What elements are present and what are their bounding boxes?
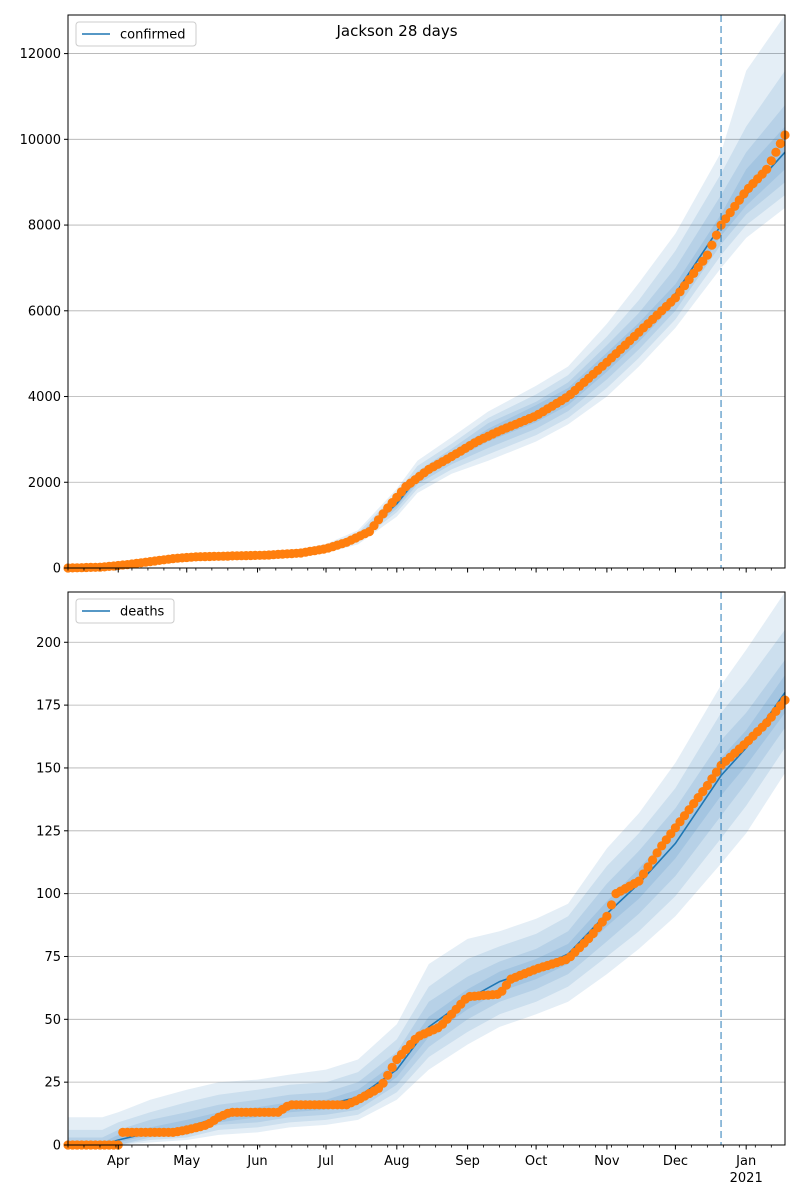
x-tick-label: Apr — [107, 1154, 130, 1169]
x-tick-label: Sep — [455, 1154, 480, 1169]
y-tick-label: 0 — [53, 562, 61, 577]
x-tick-label: Jul — [317, 1154, 334, 1169]
chart-title: Jackson 28 days — [335, 22, 457, 40]
data-point — [602, 911, 612, 921]
y-tick-label: 50 — [44, 1013, 61, 1028]
y-tick-label: 25 — [44, 1076, 61, 1091]
x-tick-label: Dec — [663, 1154, 688, 1169]
y-tick-label: 200 — [36, 636, 61, 651]
data-point — [638, 869, 649, 879]
legend-label: deaths — [120, 605, 165, 620]
data-point — [711, 230, 722, 240]
data-point — [387, 1062, 397, 1072]
y-tick-label: 100 — [36, 887, 61, 902]
plot-frame — [67, 14, 786, 569]
legend-box — [75, 21, 197, 47]
uncertainty-band — [68, 659, 785, 1145]
x-tick-label: Oct — [525, 1154, 547, 1169]
y-tick-label: 10000 — [20, 133, 61, 148]
data-point — [771, 147, 781, 157]
confirmed-panel: 0 2000 4000 6000 8000 10000 12000 confirmed — [20, 14, 790, 577]
y-tick-label: 75 — [44, 950, 61, 965]
y-tick-label: 4000 — [28, 390, 61, 405]
x-year-label: 2021 — [730, 1171, 763, 1186]
data-point — [766, 156, 776, 166]
data-point — [711, 767, 722, 777]
plot-frame — [67, 591, 786, 1146]
data-point — [725, 208, 735, 218]
x-tick-label: Nov — [594, 1154, 620, 1169]
y-tick-label: 125 — [36, 824, 61, 839]
uncertainty-band — [68, 15, 785, 568]
x-tick-label: Jun — [246, 1154, 267, 1169]
data-point — [702, 250, 713, 260]
y-tick-label: 0 — [53, 1139, 61, 1154]
y-tick-label: 6000 — [28, 304, 61, 319]
y-tick-label: 2000 — [28, 476, 61, 491]
data-point — [634, 876, 644, 886]
deaths-panel: 0 25 50 75 100 125 150 175 200 Apr May Jun Jul Aug Sep… — [36, 591, 790, 1186]
y-tick-label: 150 — [36, 761, 61, 776]
x-tick-label: Aug — [384, 1154, 409, 1169]
data-point — [383, 1070, 393, 1080]
data-point — [648, 855, 658, 865]
data-point — [707, 774, 717, 784]
y-tick-label: 8000 — [28, 219, 61, 234]
data-point — [378, 1078, 388, 1088]
y-tick-label: 12000 — [20, 47, 61, 62]
x-tick-label: Jan — [735, 1154, 756, 1169]
legend-label: confirmed — [120, 28, 186, 43]
x-tick-label: May — [173, 1154, 200, 1169]
data-point — [643, 862, 653, 872]
legend-box — [75, 598, 175, 624]
data-point — [775, 139, 786, 149]
data-point — [702, 780, 713, 791]
uncertainty-band — [68, 629, 785, 1145]
data-point — [652, 848, 662, 858]
data-point — [707, 240, 717, 250]
y-tick-label: 175 — [36, 699, 61, 714]
data-point — [762, 164, 772, 174]
data-point — [606, 900, 617, 910]
